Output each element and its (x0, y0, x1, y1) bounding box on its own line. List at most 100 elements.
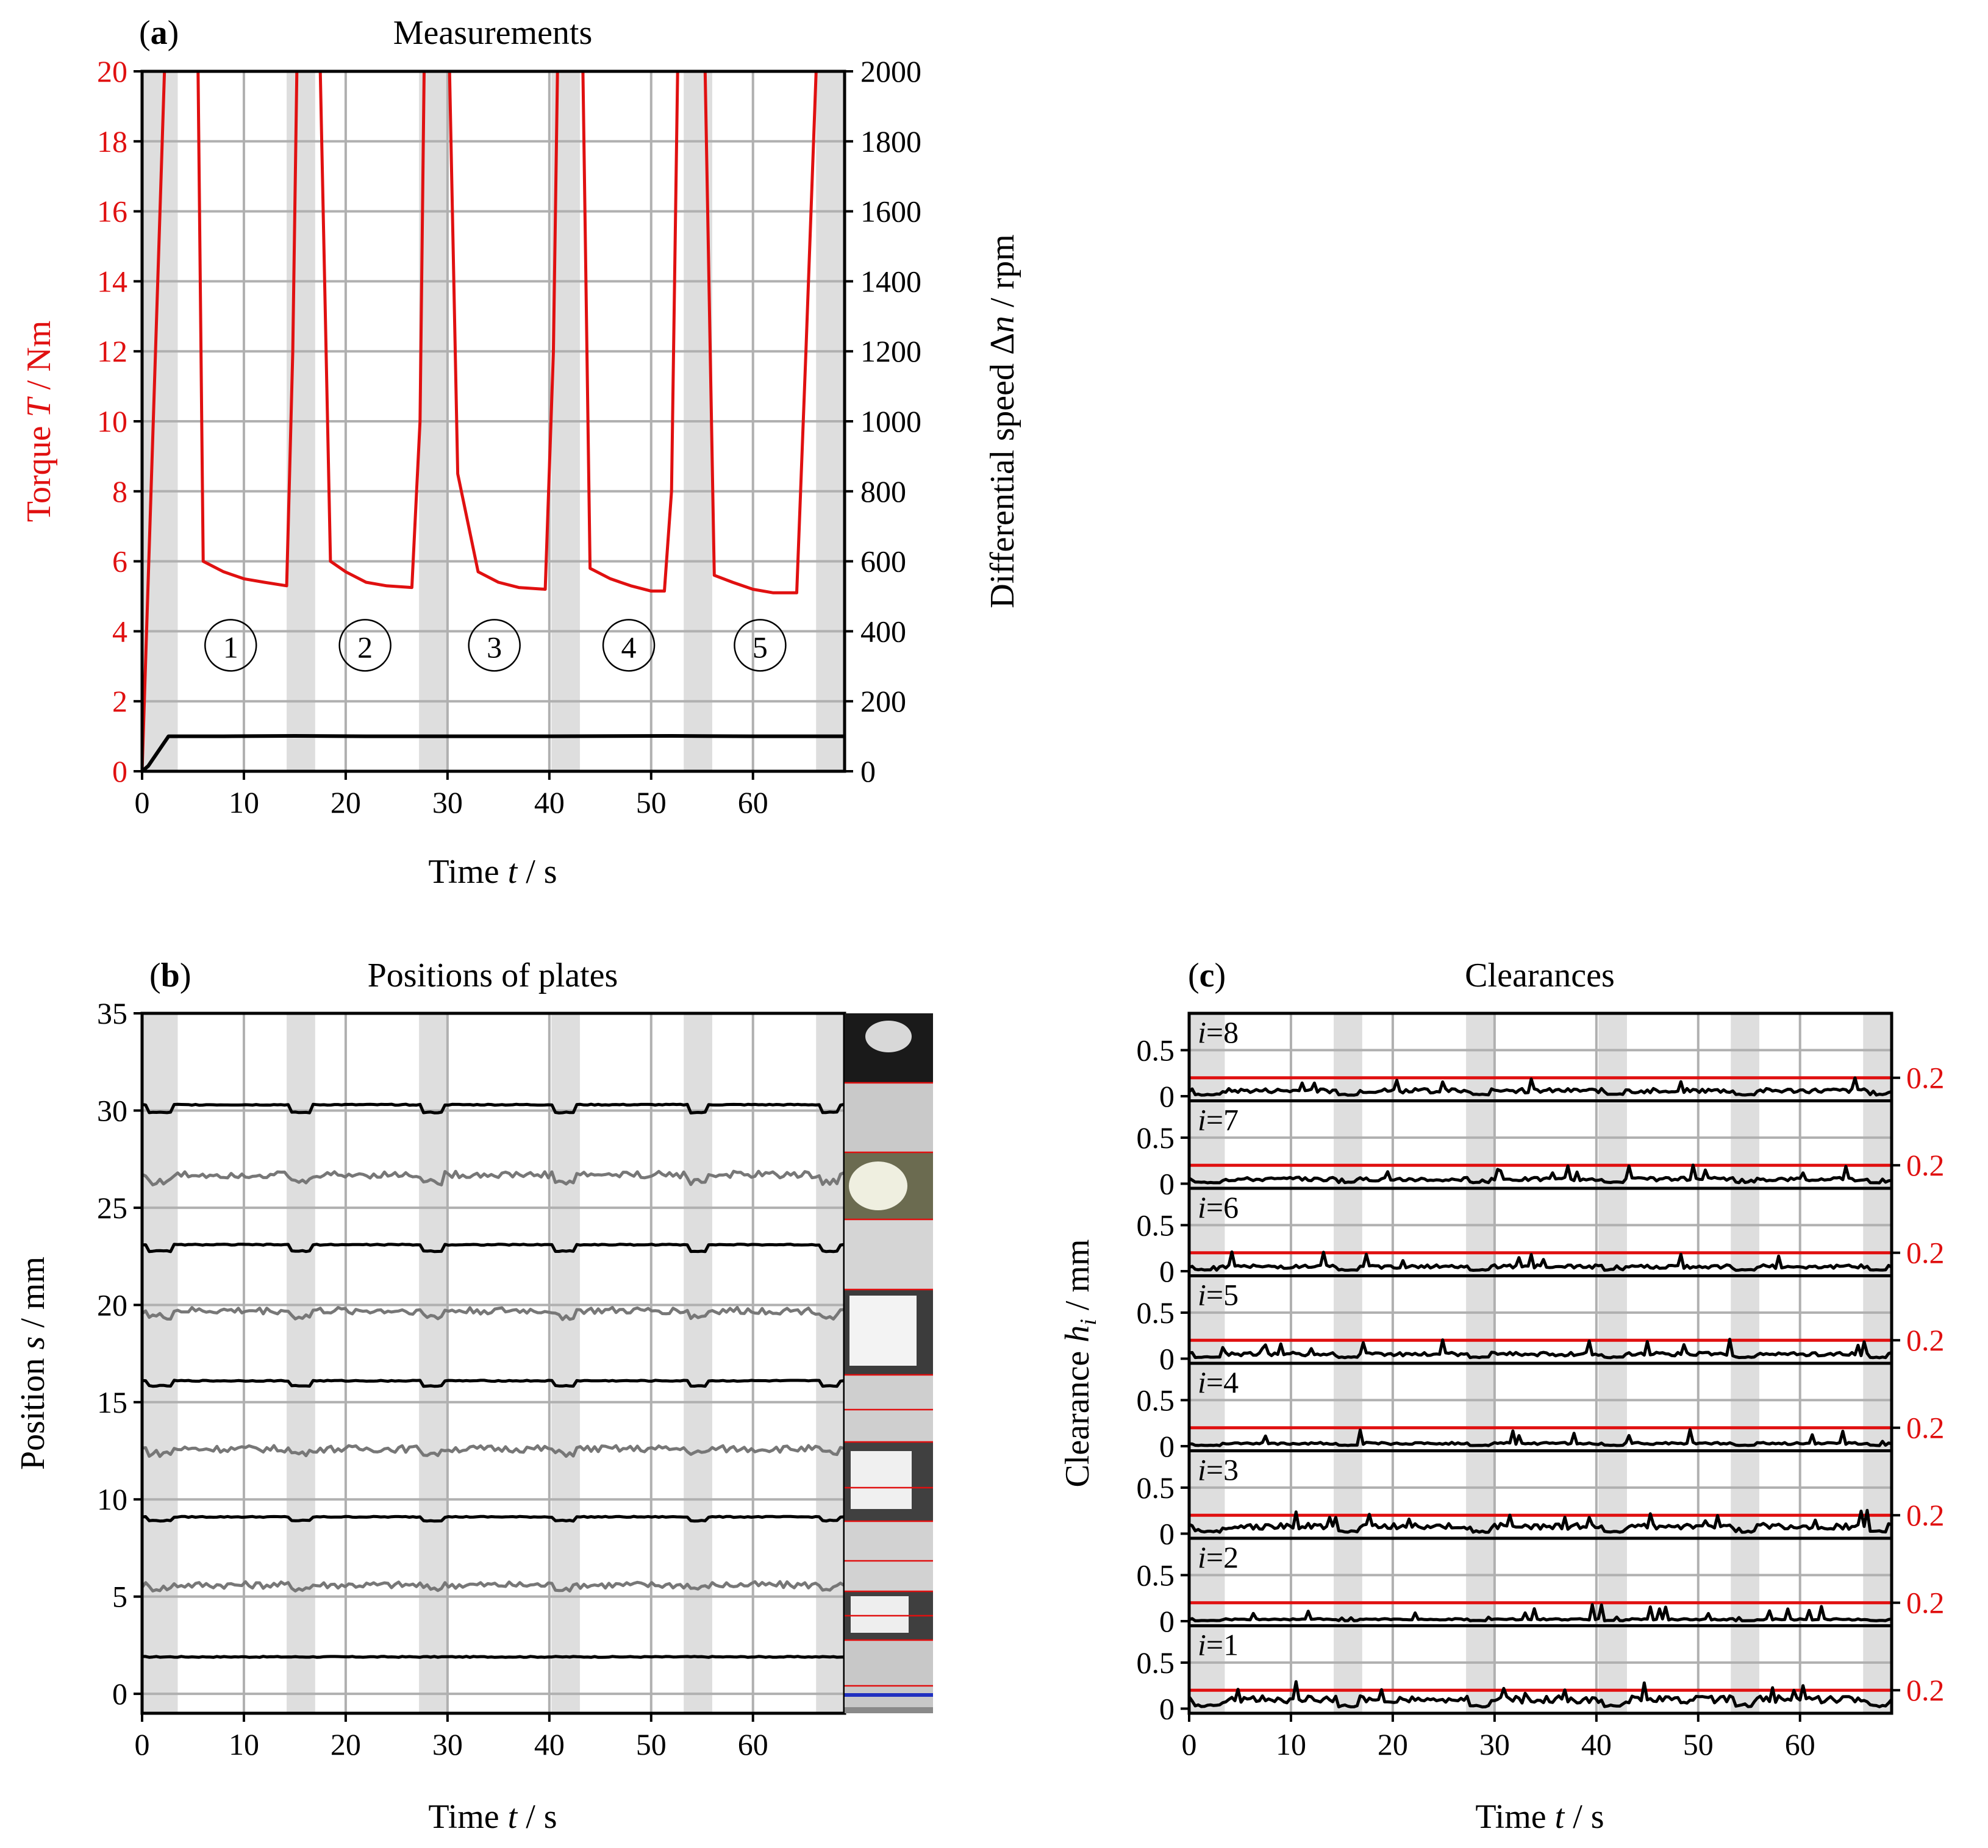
cycle-circle-1 (204, 619, 257, 672)
cycle-circle-5 (734, 619, 787, 672)
panel-b-shading (142, 1013, 845, 1713)
cycle-label-4: 4 (621, 630, 637, 664)
series-b-plate-1 (142, 1655, 845, 1659)
series-c-1 (1187, 1680, 1893, 1709)
panel-c-strip-labels: i=8i=7i=6i=5i=4i=3i=2i=1 (1198, 1015, 1239, 1662)
c-xtick-label-1: 10 (1276, 1727, 1306, 1761)
panel-c-ylabel: Clearance hi / mm (1059, 1239, 1101, 1487)
c-right-label-4: 0.2 (1906, 1411, 1945, 1445)
c-right-label-2: 0.2 (1906, 1586, 1945, 1620)
frame-c-strip-4 (1187, 1361, 1893, 1452)
series-c-5 (1189, 1338, 1892, 1360)
photo-strip-block-7 (845, 1521, 933, 1591)
a-ytick-right-label-1: 200 (860, 684, 906, 718)
a-ytick-right-label-6: 1200 (860, 334, 921, 368)
strip-label-5: i=5 (1198, 1278, 1239, 1312)
panel-a-xticks: 0 10 20 30 40 50 60 (135, 771, 768, 819)
photo-strip-red-lines (845, 1082, 933, 1687)
panel-c-series (1187, 1076, 1893, 1709)
panel-c-xlabel: Time t / s (1475, 1798, 1604, 1836)
panel-b-letter-text: b (161, 957, 180, 994)
panel-c-letter-text: c (1200, 957, 1215, 994)
series-b-plate-4 (141, 1444, 845, 1458)
c-xtick-label-5: 50 (1683, 1727, 1714, 1761)
photo-strip-reflection-3 (851, 1451, 912, 1509)
b-ytick-label-0: 0 (112, 1677, 127, 1711)
series-c-2 (1189, 1603, 1892, 1622)
strip-label-i-1: i (1198, 1628, 1206, 1662)
b-ytick-label-3: 15 (97, 1385, 127, 1419)
c-xtick-label-0: 0 (1182, 1727, 1197, 1761)
photo-strip-reflection-1 (849, 1161, 907, 1210)
c-right-label-7: 0.2 (1906, 1148, 1945, 1182)
panel-a-yticks-right: 0 200 400 600 800 1000 1200 1400 1600 1800 2000 (845, 54, 921, 788)
photo-strip-block-5 (845, 1375, 933, 1442)
b-xtick-label-4: 40 (534, 1727, 565, 1761)
series-c-8 (1188, 1076, 1892, 1097)
c-ytick-label-5-1: 0.5 (1137, 1296, 1175, 1330)
a-ytick-right-label-0: 0 (860, 754, 876, 788)
shade-b-5 (816, 1013, 845, 1713)
c-xtick-label-3: 30 (1479, 1727, 1510, 1761)
frame-c-strip-1 (1187, 1624, 1893, 1715)
c-ytick-label-5-0: 0 (1159, 1341, 1175, 1375)
panel-a-title: Measurements (393, 14, 593, 52)
c-ytick-label-3-1: 0.5 (1137, 1471, 1175, 1505)
panel-b-ylabel: Position s / mm (14, 1257, 52, 1470)
c-ytick-label-4-0: 0 (1159, 1429, 1175, 1463)
strip-label-3: i=3 (1198, 1453, 1239, 1487)
panel-b-series (140, 1102, 845, 1659)
series-c-6 (1189, 1250, 1893, 1272)
series-a-speed (141, 734, 845, 773)
a-ytick-right-label-3: 600 (860, 544, 906, 579)
strip-label-n-1: =1 (1206, 1628, 1239, 1662)
panel-b-letter: (b) (149, 957, 191, 994)
strip-label-6: i=6 (1198, 1190, 1239, 1224)
cycle-circle-4 (602, 619, 656, 672)
b-ytick-label-1: 5 (112, 1580, 127, 1614)
photo-strip-block-9 (845, 1640, 933, 1707)
b-xtick-label-3: 30 (432, 1727, 463, 1761)
panel-c-yticks: 0 0.5 0 0.5 0 0.5 0 0.5 0 0.5 0 0.5 0 0.5 0 0.5 (1137, 1033, 1189, 1725)
frame-c-strip-7 (1187, 1099, 1893, 1190)
a-ytick-left-label-3: 6 (112, 544, 127, 579)
a-ytick-left-label-2: 4 (112, 614, 127, 648)
strip-label-i-8: i (1198, 1015, 1206, 1049)
c-ytick-label-7-1: 0.5 (1137, 1121, 1175, 1155)
cycle-circle-3 (468, 619, 521, 672)
series-b-plate-9 (141, 1102, 845, 1115)
shade-b-3 (551, 1013, 580, 1713)
c-right-label-8: 0.2 (1906, 1061, 1945, 1095)
a-ytick-right-label-4: 800 (860, 474, 906, 508)
series-b-plate-6 (141, 1305, 845, 1321)
a-ytick-right-label-9: 1800 (860, 124, 921, 159)
panel-c-letter: (c) (1188, 957, 1226, 994)
panel-c: 0 10 20 30 40 50 60 00.500.500.500.500.500.500… (1059, 957, 1945, 1836)
a-xtick-label-0: 0 (135, 785, 150, 819)
panel-b-frame (140, 1011, 846, 1715)
strip-label-n-4: =4 (1206, 1365, 1239, 1399)
c-ytick-label-2-1: 0.5 (1137, 1558, 1175, 1592)
panel-b-xlabel: Time t / s (428, 1798, 557, 1836)
panel-b-yticks: 0 5 10 15 20 25 30 35 (97, 996, 142, 1711)
panel-b: 0 10 20 30 40 50 60 0 5 10 15 20 25 30 35 (b) Positio… (14, 957, 933, 1836)
panel-a-cycle-labels: 1 2 3 4 5 (204, 619, 787, 672)
strip-label-i-3: i (1198, 1453, 1206, 1487)
a-xtick-label-2: 20 (331, 785, 361, 819)
photo-strip-reflection-4 (851, 1596, 909, 1633)
a-ytick-left-label-10: 20 (97, 54, 127, 88)
shade-b-2 (419, 1013, 448, 1713)
series-b-plate-7 (141, 1243, 845, 1254)
panel-a-letter: (a) (139, 14, 179, 52)
c-ytick-label-4-1: 0.5 (1137, 1383, 1175, 1417)
cycle-circle-2 (338, 619, 392, 672)
shade-b-1 (287, 1013, 315, 1713)
panel-a-grid (141, 71, 845, 771)
a-xtick-label-4: 40 (534, 785, 565, 819)
c-right-label-6: 0.2 (1906, 1236, 1945, 1270)
c-ytick-label-3-0: 0 (1159, 1516, 1175, 1550)
a-ytick-left-label-4: 8 (112, 474, 127, 508)
cycle-label-3: 3 (487, 630, 502, 664)
